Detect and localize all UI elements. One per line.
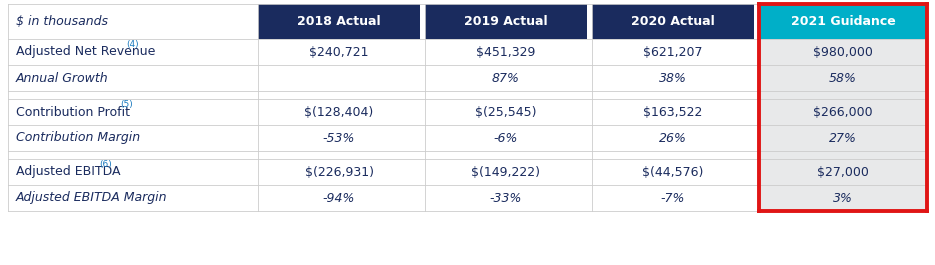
Bar bbox=[592, 125, 754, 151]
Text: $(149,222): $(149,222) bbox=[471, 166, 540, 179]
Bar bbox=[592, 4, 754, 39]
Bar bbox=[425, 39, 587, 65]
Bar bbox=[258, 99, 420, 125]
Text: 58%: 58% bbox=[829, 72, 857, 85]
Text: Adjusted EBITDA: Adjusted EBITDA bbox=[16, 166, 121, 179]
Text: $266,000: $266,000 bbox=[813, 105, 872, 118]
Bar bbox=[425, 185, 587, 211]
Text: Annual Growth: Annual Growth bbox=[16, 72, 108, 85]
Bar bbox=[425, 159, 587, 185]
Text: $451,329: $451,329 bbox=[476, 46, 536, 59]
Bar bbox=[258, 91, 420, 99]
Text: 26%: 26% bbox=[659, 131, 687, 144]
Text: 38%: 38% bbox=[659, 72, 687, 85]
Text: (6): (6) bbox=[99, 160, 112, 169]
Bar bbox=[258, 39, 420, 65]
Bar bbox=[258, 159, 420, 185]
Bar bbox=[592, 65, 754, 91]
Text: $621,207: $621,207 bbox=[643, 46, 703, 59]
Bar bbox=[592, 159, 754, 185]
Text: 87%: 87% bbox=[492, 72, 520, 85]
Text: Contribution Margin: Contribution Margin bbox=[16, 131, 140, 144]
Text: Adjusted Net Revenue: Adjusted Net Revenue bbox=[16, 46, 159, 59]
Bar bbox=[592, 151, 754, 159]
Text: 2020 Actual: 2020 Actual bbox=[631, 15, 715, 28]
Text: Contribution Profit: Contribution Profit bbox=[16, 105, 130, 118]
Text: $27,000: $27,000 bbox=[817, 166, 869, 179]
Text: $(226,931): $(226,931) bbox=[305, 166, 373, 179]
Text: Adjusted Net Revenue: Adjusted Net Revenue bbox=[16, 46, 155, 59]
Text: -7%: -7% bbox=[661, 192, 685, 205]
Text: -6%: -6% bbox=[494, 131, 518, 144]
Text: Adjusted EBITDA: Adjusted EBITDA bbox=[16, 166, 124, 179]
Bar bbox=[258, 65, 420, 91]
Bar bbox=[759, 159, 927, 185]
Bar bbox=[8, 4, 253, 39]
Bar bbox=[592, 185, 754, 211]
Text: Adjusted EBITDA Margin: Adjusted EBITDA Margin bbox=[16, 192, 167, 205]
Text: $(128,404): $(128,404) bbox=[305, 105, 374, 118]
Bar bbox=[759, 65, 927, 91]
Text: $980,000: $980,000 bbox=[813, 46, 873, 59]
Text: -53%: -53% bbox=[323, 131, 355, 144]
Text: Contribution Profit: Contribution Profit bbox=[16, 105, 134, 118]
Bar bbox=[425, 125, 587, 151]
Bar bbox=[592, 91, 754, 99]
Bar bbox=[759, 125, 927, 151]
Bar bbox=[258, 151, 420, 159]
Bar bbox=[592, 39, 754, 65]
Bar bbox=[592, 99, 754, 125]
Bar bbox=[8, 91, 253, 99]
Bar bbox=[759, 185, 927, 211]
Bar bbox=[8, 159, 253, 185]
Text: $(44,576): $(44,576) bbox=[642, 166, 704, 179]
Bar bbox=[8, 151, 253, 159]
Text: 3%: 3% bbox=[833, 192, 853, 205]
Bar bbox=[759, 151, 927, 159]
Text: $163,522: $163,522 bbox=[643, 105, 703, 118]
Text: 27%: 27% bbox=[829, 131, 857, 144]
Bar bbox=[258, 4, 420, 39]
Bar bbox=[8, 185, 253, 211]
Text: (5): (5) bbox=[121, 100, 134, 109]
Bar bbox=[759, 39, 927, 65]
Bar bbox=[425, 151, 587, 159]
Text: (4): (4) bbox=[126, 40, 138, 49]
Text: $(25,545): $(25,545) bbox=[475, 105, 537, 118]
Text: 2018 Actual: 2018 Actual bbox=[297, 15, 381, 28]
Bar bbox=[8, 125, 253, 151]
Bar bbox=[8, 39, 253, 65]
Bar bbox=[759, 4, 927, 39]
Bar bbox=[425, 91, 587, 99]
Bar bbox=[759, 99, 927, 125]
Bar bbox=[258, 125, 420, 151]
Bar bbox=[759, 91, 927, 99]
Text: -33%: -33% bbox=[490, 192, 522, 205]
Text: 2019 Actual: 2019 Actual bbox=[464, 15, 548, 28]
Text: $ in thousands: $ in thousands bbox=[16, 15, 108, 28]
Text: -94%: -94% bbox=[323, 192, 355, 205]
Bar bbox=[425, 99, 587, 125]
Text: $240,721: $240,721 bbox=[309, 46, 368, 59]
Bar bbox=[425, 65, 587, 91]
Text: 2021 Guidance: 2021 Guidance bbox=[791, 15, 896, 28]
Bar bbox=[258, 185, 420, 211]
Bar bbox=[8, 99, 253, 125]
Bar bbox=[8, 65, 253, 91]
Bar bbox=[425, 4, 587, 39]
